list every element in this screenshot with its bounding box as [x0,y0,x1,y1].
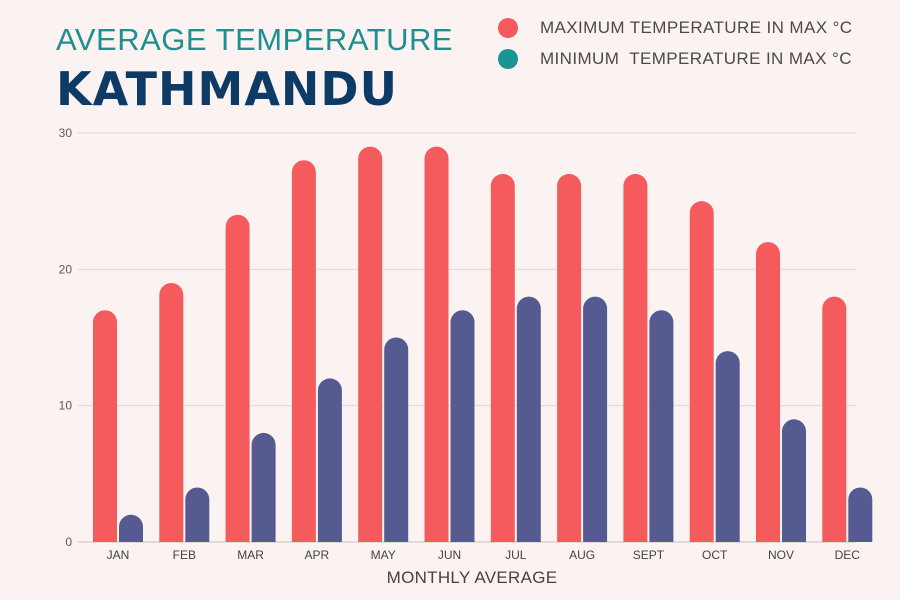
x-tick-label: MAR [237,548,264,562]
bars [93,146,873,543]
bar-max-jan [93,310,117,542]
bar-min-nov [782,419,806,542]
legend-label-min: MINIMUM TEMPERATURE IN MAX °C [540,48,852,68]
y-tick-label: 30 [59,126,73,140]
bar-min-mar [251,432,276,542]
bar-min-oct [715,351,740,542]
legend-item-min: MINIMUM TEMPERATURE IN MAX °C [498,43,852,74]
bar-min-jun [450,310,475,542]
x-tick-label: JUL [505,548,527,562]
x-tick-label: DEC [835,548,861,562]
bar-min-aug [583,296,608,542]
x-tick-label: JUN [438,548,461,562]
x-axis-ticks: JAN FEB MAR APR MAY JUN JUL AUG SEPT OCT NOV DEC [107,548,861,562]
legend-swatch-max [498,17,518,38]
bar-min-sept [649,310,674,542]
bar-min-jan [119,514,143,542]
legend-item-max: MAXIMUM TEMPERATURE IN MAX °C [498,12,852,43]
x-tick-label: APR [305,548,330,562]
y-tick-label: 0 [65,535,72,549]
x-axis-label: MONTHLY AVERAGE [387,568,558,587]
bar-max-nov [756,242,780,543]
bar-min-may [384,337,409,542]
x-tick-label: MAY [371,548,396,562]
x-tick-label: NOV [768,548,794,562]
bar-min-apr [317,378,342,542]
x-tick-label: JAN [107,548,130,562]
x-tick-label: OCT [702,548,728,562]
bar-max-oct [689,201,714,542]
y-axis-ticks: 0 10 20 30 [59,126,73,549]
bar-max-sept [623,173,648,542]
x-tick-label: SEPT [633,548,665,562]
chart-subtitle: KATHMANDU [56,62,398,116]
bar-max-apr [291,160,316,542]
bar-max-mar [225,214,250,542]
bar-max-aug [557,173,582,542]
bar-max-dec [822,296,847,542]
bar-min-feb [185,487,210,542]
bar-min-dec [848,487,873,542]
y-tick-label: 20 [59,262,73,276]
x-tick-label: AUG [569,548,595,562]
bar-max-jun [424,146,449,542]
chart-title: AVERAGE TEMPERATURE [56,22,454,57]
bar-min-jul [516,296,541,542]
legend-swatch-min [498,48,518,69]
bar-max-may [358,146,383,542]
bar-max-feb [159,282,184,542]
y-tick-label: 10 [59,399,73,413]
bar-max-jul [490,173,515,542]
legend: MAXIMUM TEMPERATURE IN MAX °C MINIMUM TE… [498,12,852,74]
legend-label-max: MAXIMUM TEMPERATURE IN MAX °C [540,17,853,37]
x-tick-label: FEB [173,548,196,562]
